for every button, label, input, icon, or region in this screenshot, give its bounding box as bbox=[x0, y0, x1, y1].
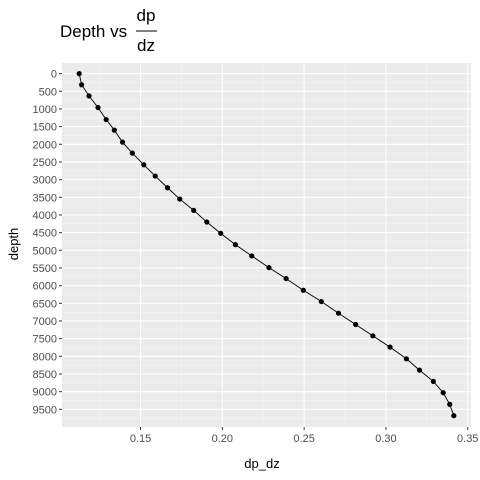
y-tick-label: 9000 bbox=[33, 387, 57, 399]
data-point bbox=[95, 104, 101, 111]
data-point bbox=[111, 127, 117, 133]
data-point bbox=[387, 344, 393, 350]
chart-title-prefix: Depth vs bbox=[60, 22, 127, 41]
data-point bbox=[103, 116, 109, 123]
y-tick-label: 5500 bbox=[33, 263, 57, 275]
y-tick-label: 6000 bbox=[33, 281, 57, 293]
y-tick-label: 6500 bbox=[33, 298, 57, 310]
y-tick-label: 5000 bbox=[33, 245, 57, 257]
x-tick-label: 0.30 bbox=[375, 433, 396, 445]
data-point bbox=[79, 82, 85, 88]
y-tick-label: 2500 bbox=[33, 157, 57, 169]
grid-major bbox=[62, 63, 471, 427]
data-point bbox=[204, 219, 210, 225]
y-tick-label: 1500 bbox=[33, 122, 57, 134]
y-tick-label: 7000 bbox=[33, 316, 57, 328]
data-point bbox=[283, 275, 289, 282]
y-tick-label: 2000 bbox=[33, 139, 57, 151]
data-point bbox=[152, 173, 158, 179]
y-tick-label: 0 bbox=[51, 69, 57, 81]
y-tick-label: 9500 bbox=[33, 404, 57, 416]
data-point bbox=[249, 253, 255, 259]
x-tick-label: 0.25 bbox=[293, 433, 314, 445]
y-tick-label: 3000 bbox=[33, 175, 57, 187]
y-tick-label: 4500 bbox=[33, 228, 57, 240]
data-point bbox=[119, 139, 126, 145]
data-point bbox=[300, 287, 306, 293]
data-point bbox=[353, 321, 359, 328]
data-point bbox=[447, 401, 453, 407]
data-point bbox=[440, 390, 446, 396]
chart-title-numerator: dp bbox=[137, 6, 156, 25]
data-point bbox=[451, 413, 457, 419]
data-point bbox=[266, 265, 272, 271]
data-point bbox=[403, 356, 409, 362]
y-tick-label: 4000 bbox=[33, 210, 57, 222]
y-axis-title: depth bbox=[6, 228, 21, 261]
y-tick-label: 7500 bbox=[33, 334, 57, 346]
series-layer bbox=[76, 71, 457, 419]
data-point bbox=[335, 310, 342, 316]
data-point bbox=[430, 378, 436, 385]
data-point bbox=[76, 71, 82, 77]
x-axis-title: dp_dz bbox=[244, 456, 279, 471]
x-tick-label: 0.35 bbox=[457, 433, 478, 445]
y-tick-label: 8500 bbox=[33, 369, 57, 381]
y-tick-label: 8000 bbox=[33, 351, 57, 363]
data-point bbox=[370, 333, 376, 339]
data-point bbox=[164, 185, 171, 191]
data-point bbox=[416, 367, 423, 373]
plot-panel bbox=[62, 63, 471, 427]
data-point bbox=[318, 298, 324, 305]
y-tick-label: 500 bbox=[39, 86, 57, 98]
data-point bbox=[177, 196, 183, 202]
data-point bbox=[141, 162, 147, 168]
data-point bbox=[129, 150, 135, 156]
x-tick-label: 0.15 bbox=[130, 433, 151, 445]
data-point bbox=[191, 207, 197, 213]
y-tick-label: 1000 bbox=[33, 104, 57, 116]
chart-title: Depth vs dp dz bbox=[60, 6, 157, 55]
data-point bbox=[86, 93, 92, 99]
data-point bbox=[218, 230, 224, 236]
y-axis: 0 500 1000 1500 2000 2500 3000 3500 4000 4500 5000… bbox=[33, 69, 62, 416]
grid-minor bbox=[62, 63, 471, 427]
data-point bbox=[232, 242, 239, 248]
y-tick-label: 3500 bbox=[33, 192, 57, 204]
chart-title-denominator: dz bbox=[137, 36, 155, 55]
x-tick-label: 0.20 bbox=[212, 433, 233, 445]
x-axis: 0.15 0.20 0.25 0.30 0.35 bbox=[130, 427, 478, 445]
